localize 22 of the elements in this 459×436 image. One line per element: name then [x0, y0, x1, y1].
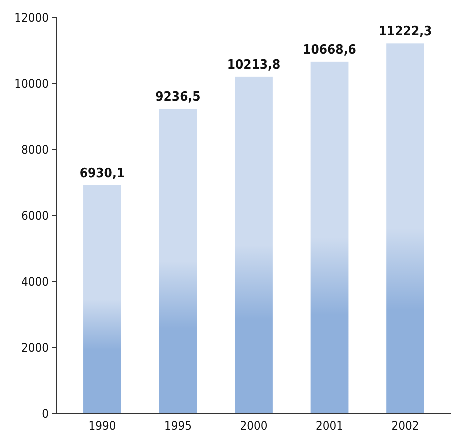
data-label: 9236,5 [156, 90, 201, 106]
y-tick-label: 10000 [14, 77, 50, 92]
x-tick-label: 2002 [392, 419, 420, 433]
bar [310, 62, 349, 414]
bar [235, 76, 273, 414]
x-tick-label: 2000 [240, 419, 268, 433]
y-tick-label: 8000 [22, 143, 50, 158]
y-tick-label: 6000 [22, 209, 50, 224]
x-tick-label: 1990 [88, 419, 116, 433]
bar [159, 109, 198, 414]
x-tick-label: 2001 [316, 419, 344, 433]
bar [84, 185, 122, 414]
y-tick-label: 12000 [14, 11, 50, 26]
data-label: 10213,8 [227, 58, 281, 73]
y-tick-label: 2000 [22, 341, 50, 356]
y-tick-label: 0 [42, 407, 50, 422]
bar [386, 44, 424, 414]
data-label: 11222,3 [378, 24, 432, 40]
y-tick-label: 4000 [22, 275, 50, 290]
data-label: 10668,6 [303, 42, 356, 58]
x-tick-label: 1995 [164, 419, 192, 433]
data-label: 6930,1 [80, 166, 126, 182]
